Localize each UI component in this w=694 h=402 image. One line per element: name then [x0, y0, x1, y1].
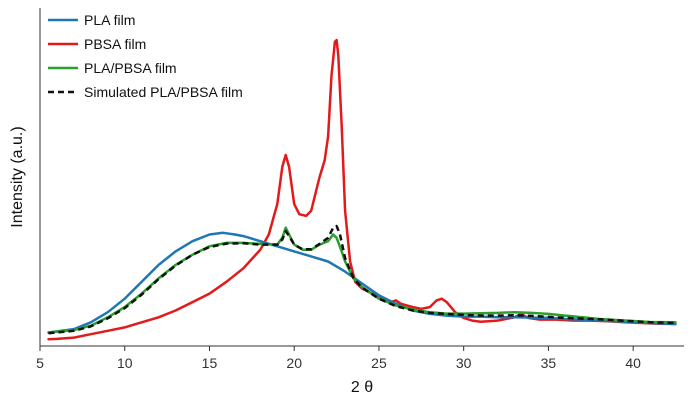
legend-label: PBSA film — [84, 36, 146, 52]
x-tick-label: 5 — [36, 355, 44, 371]
x-tick-label: 30 — [456, 355, 472, 371]
x-axis-title: 2 θ — [351, 379, 373, 396]
legend: PLA film PBSA film PLA/PBSA film Simulated … — [48, 12, 243, 100]
legend-label: PLA/PBSA film — [84, 60, 177, 76]
x-tick-label: 15 — [202, 355, 218, 371]
series-line-pla-pbsa-film — [47, 226, 677, 334]
x-tick-label: 40 — [625, 355, 641, 371]
x-tick-label: 10 — [117, 355, 133, 371]
series-line-simulated-pla-pbsa-film — [48, 224, 676, 335]
axes-layer: 5 10 15 20 25 30 35 40 — [36, 8, 684, 371]
series-layer — [47, 38, 677, 341]
x-tick-label: 35 — [541, 355, 557, 371]
y-axis-title: Intensity (a.u.) — [9, 126, 26, 227]
x-tick-label: 20 — [286, 355, 302, 371]
legend-label: PLA film — [84, 12, 135, 28]
legend-label: Simulated PLA/PBSA film — [84, 84, 243, 100]
x-tick-label: 25 — [371, 355, 387, 371]
